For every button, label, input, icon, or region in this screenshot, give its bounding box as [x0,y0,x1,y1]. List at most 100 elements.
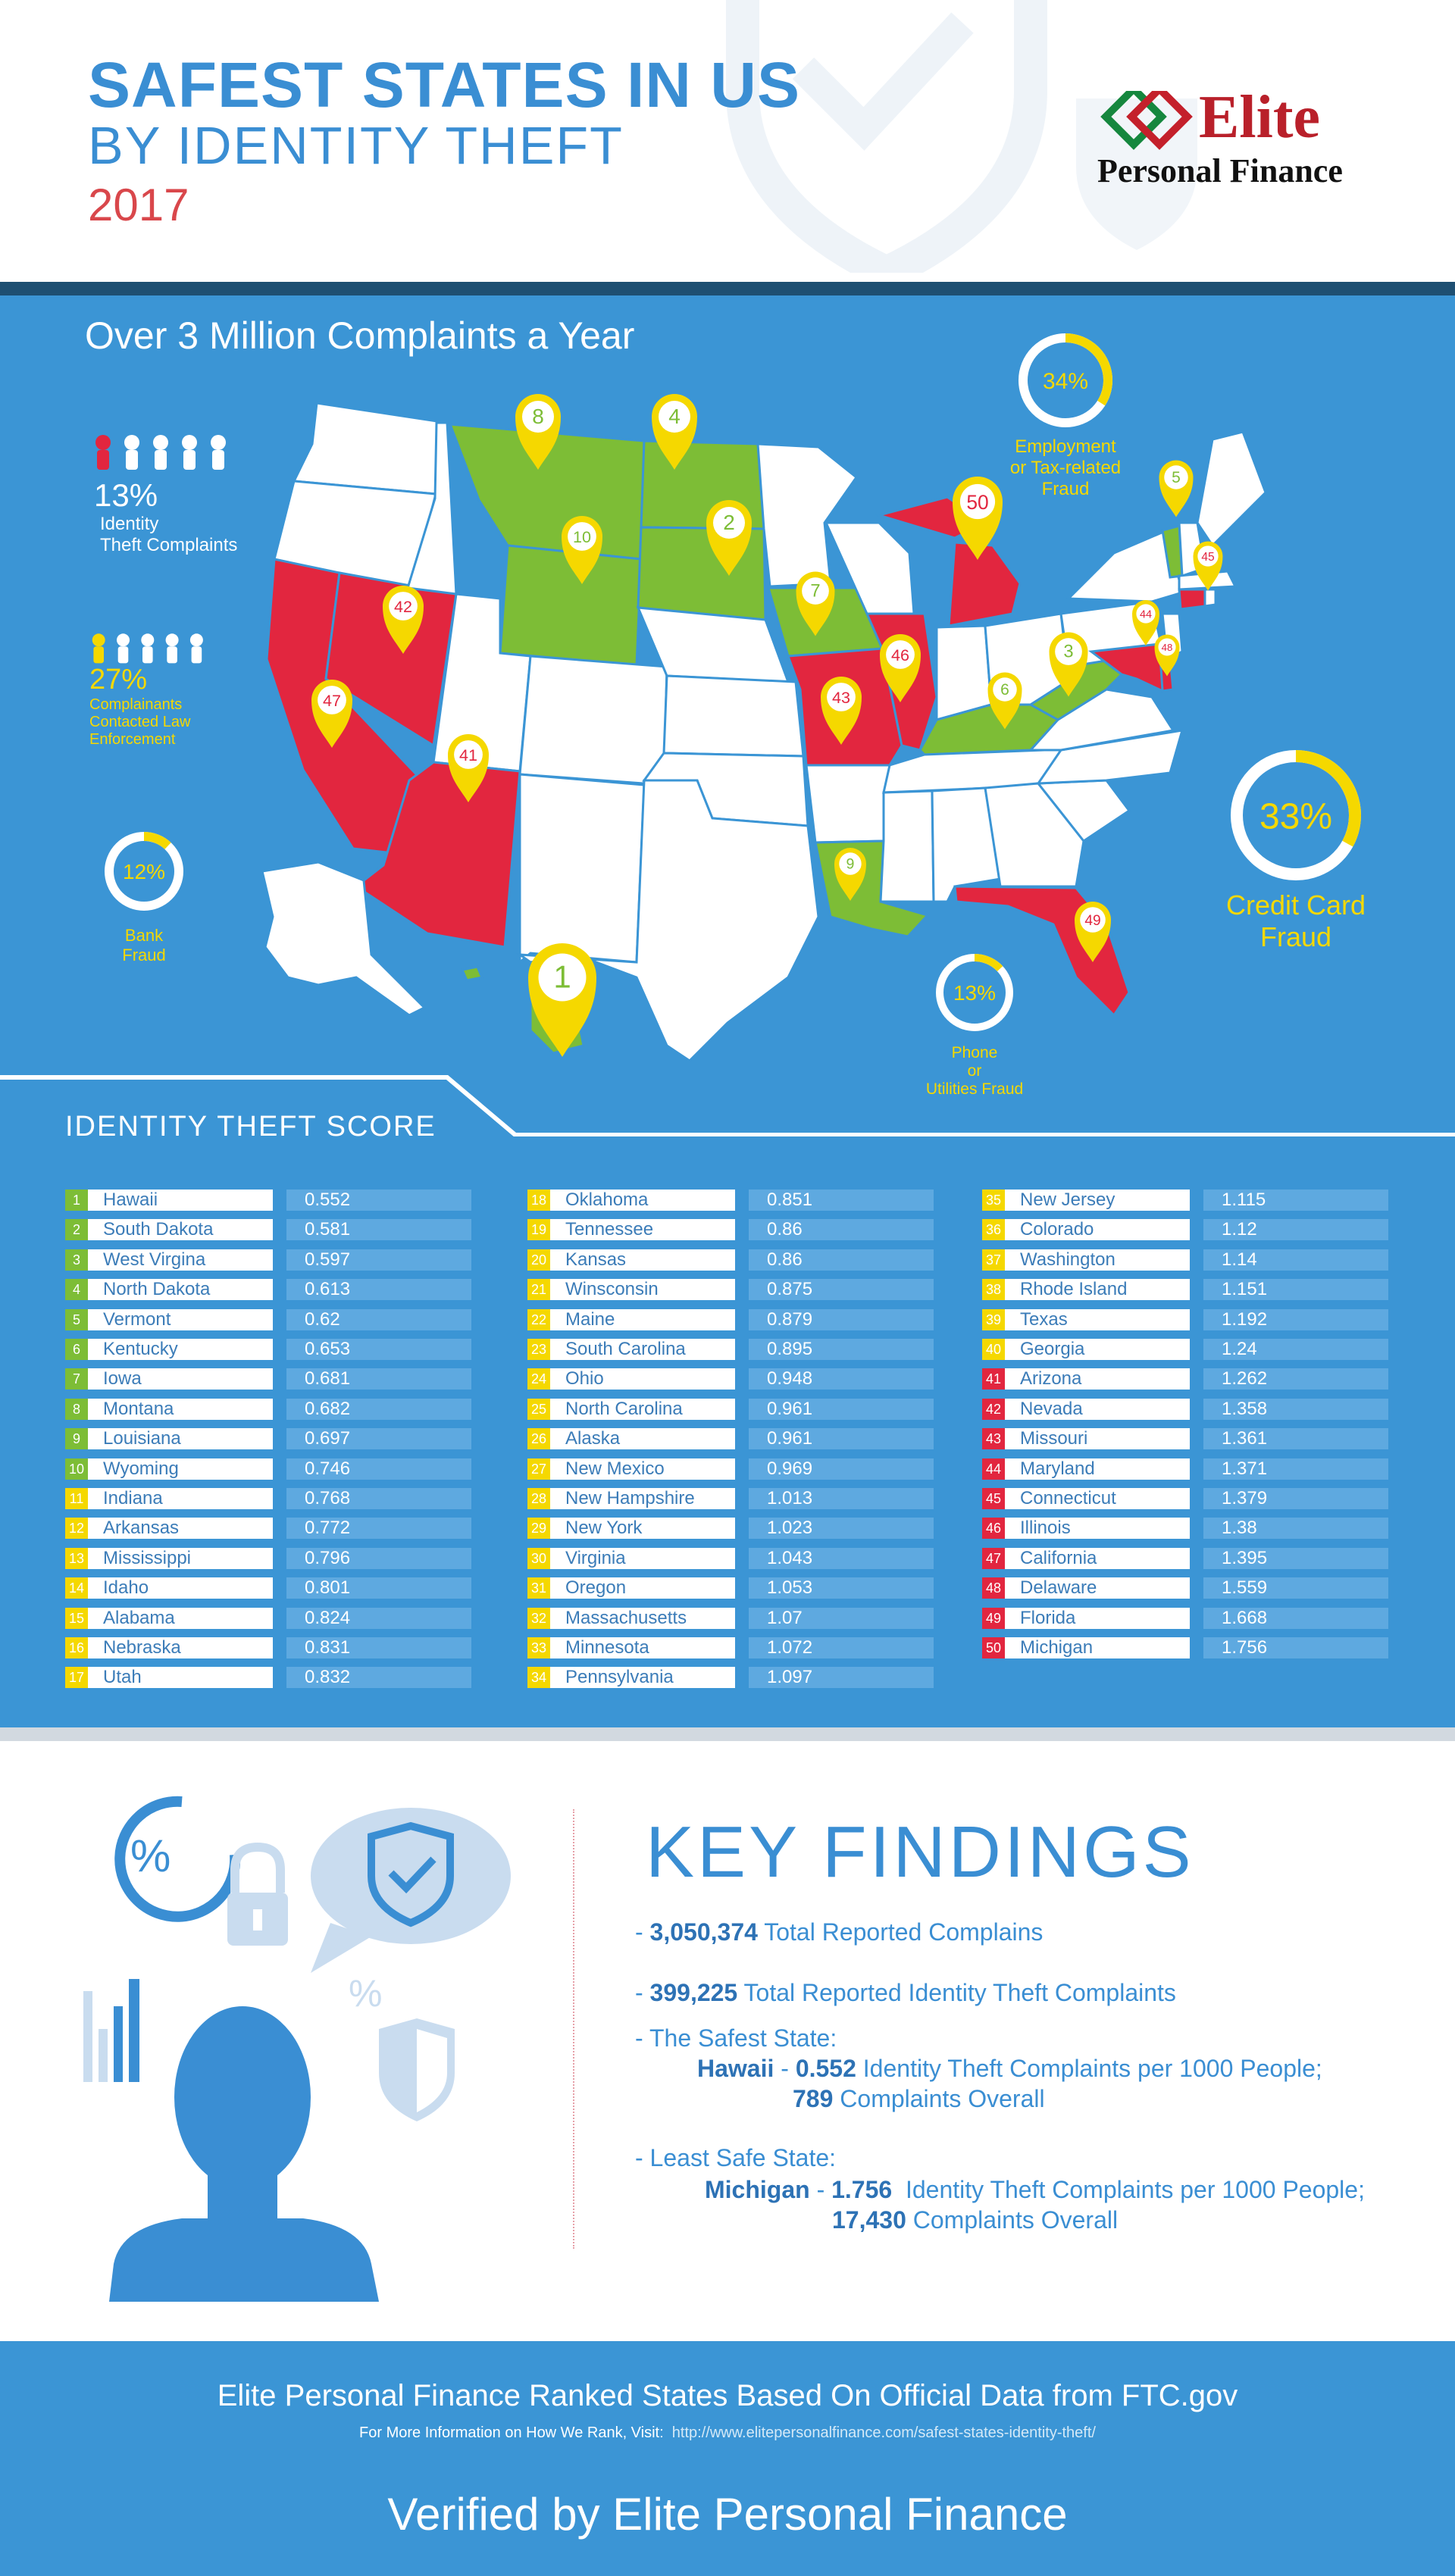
state-score: 0.86 [749,1249,934,1271]
state-name: New Hampshire [550,1488,735,1509]
person-icon [117,633,130,647]
state-name: Oklahoma [550,1190,735,1211]
state-score: 0.746 [286,1458,471,1480]
state-arizona [354,761,521,949]
table-row: 10 Wyoming 0.746 [65,1458,490,1480]
state-score: 0.682 [286,1398,471,1420]
shield-icon [379,2018,455,2121]
table-row: 15 Alabama 0.824 [65,1607,490,1629]
state-rhode-island [1203,588,1217,608]
state-score: 0.824 [286,1607,471,1629]
rank-badge: 5 [65,1308,88,1330]
state-score: 0.796 [286,1547,471,1569]
pin-label: 48 [1162,642,1173,653]
rank-badge: 22 [527,1308,550,1330]
table-row: 42 Nevada 1.358 [982,1398,1406,1420]
phone-stat-label: Phone or Utilities Fraud [899,1044,1050,1099]
donut-label: 13% [953,981,996,1005]
map-section: Over 3 Million Complaints a Year [0,295,1455,1136]
rank-badge: 19 [527,1219,550,1241]
pin-label: 49 [1084,913,1100,929]
rank-badge: 6 [65,1339,88,1360]
map-pin: 4 [652,394,697,470]
state-name: Nebraska [88,1637,273,1658]
phone-label-3: Utilities Fraud [925,1080,1024,1098]
map-pin: 50 [953,477,1003,560]
map-pin: 44 [1132,600,1159,646]
state-new-mexico [518,773,646,965]
rank-badge: 34 [527,1667,550,1689]
state-name: North Dakota [88,1279,273,1301]
state-score: 1.07 [749,1607,934,1629]
table-row: 31 Oregon 1.053 [527,1577,952,1599]
rank-badge: 18 [527,1190,550,1211]
state-name: Virginia [550,1547,735,1569]
header: SAFEST STATES IN US BY IDENTITY THEFT 20… [0,0,1455,282]
table-row: 7 Iowa 0.681 [65,1368,490,1390]
rank-badge: 48 [982,1577,1005,1599]
state-score: 1.053 [749,1577,934,1599]
map-pin: 6 [987,672,1022,730]
finding-2-num: 399,225 [649,1979,738,2006]
state-score: 1.097 [749,1667,934,1689]
rank-badge: 25 [527,1398,550,1420]
rank-badge: 8 [65,1398,88,1420]
state-name: New York [550,1518,735,1540]
pin-label: 50 [966,491,988,514]
table-row: 11 Indiana 0.768 [65,1488,490,1509]
findings-title: KEY FINDINGS [646,1812,1194,1893]
state-name: North Carolina [550,1398,735,1420]
state-name: Georgia [1005,1339,1190,1360]
rank-badge: 49 [982,1607,1005,1629]
rank-badge: 30 [527,1547,550,1569]
state-connecticut [1178,588,1206,611]
state-name: Michigan [1005,1637,1190,1658]
page-year: 2017 [88,180,189,230]
rank-badge: 50 [982,1637,1005,1658]
rank-badge: 2 [65,1219,88,1241]
footer-link[interactable]: http://www.elitepersonalfinance.com/safe… [671,2424,1096,2441]
person-icon [211,435,226,450]
rank-badge: 39 [982,1308,1005,1330]
finding-1-num: 3,050,374 [649,1918,758,1946]
map-pin: 43 [821,677,862,745]
rank-badge: 24 [527,1368,550,1390]
state-name: Nevada [1005,1398,1190,1420]
map-pin: 1 [528,943,596,1057]
map-pin: 7 [796,571,835,636]
table-row: 44 Maryland 1.371 [982,1458,1406,1480]
state-name: Florida [1005,1607,1190,1629]
state-name: Alaska [550,1428,735,1450]
state-name: Maryland [1005,1458,1190,1480]
state-name: Rhode Island [1005,1279,1190,1301]
finding-2-text: Total Reported Identity Theft Complaints [743,1979,1176,2006]
state-score: 0.653 [286,1339,471,1360]
logo-mark-icon [1100,91,1193,150]
rank-badge: 28 [527,1488,550,1509]
table-row: 12 Arkansas 0.772 [65,1518,490,1540]
least-text: Identity Theft Complaints per 1000 Peopl… [905,2176,1365,2203]
map-heading: Over 3 Million Complaints a Year [85,314,635,357]
rank-badge: 32 [527,1607,550,1629]
table-row: 38 Rhode Island 1.151 [982,1279,1406,1301]
safest-count: 789 [793,2085,834,2112]
rank-badge: 1 [65,1190,88,1211]
pin-label: 4 [668,405,681,428]
map-pin: 46 [880,634,921,702]
person-icon [153,435,168,450]
state-name: Colorado [1005,1219,1190,1241]
law-label-3: Enforcement [89,731,176,748]
finding-1-text: Total Reported Complains [764,1918,1044,1946]
rank-badge: 40 [982,1339,1005,1360]
rank-badge: 13 [65,1547,88,1569]
table-row: 36 Colorado 1.12 [982,1219,1406,1241]
pin-label: 9 [846,855,855,872]
rank-badge: 44 [982,1458,1005,1480]
state-score: 1.013 [749,1488,934,1509]
bank-donut: 12% [105,832,183,911]
donut-label: 12% [123,860,165,883]
state-georgia [984,782,1085,888]
rank-badge: 38 [982,1279,1005,1301]
state-score: 0.62 [286,1308,471,1330]
rank-badge: 37 [982,1249,1005,1271]
